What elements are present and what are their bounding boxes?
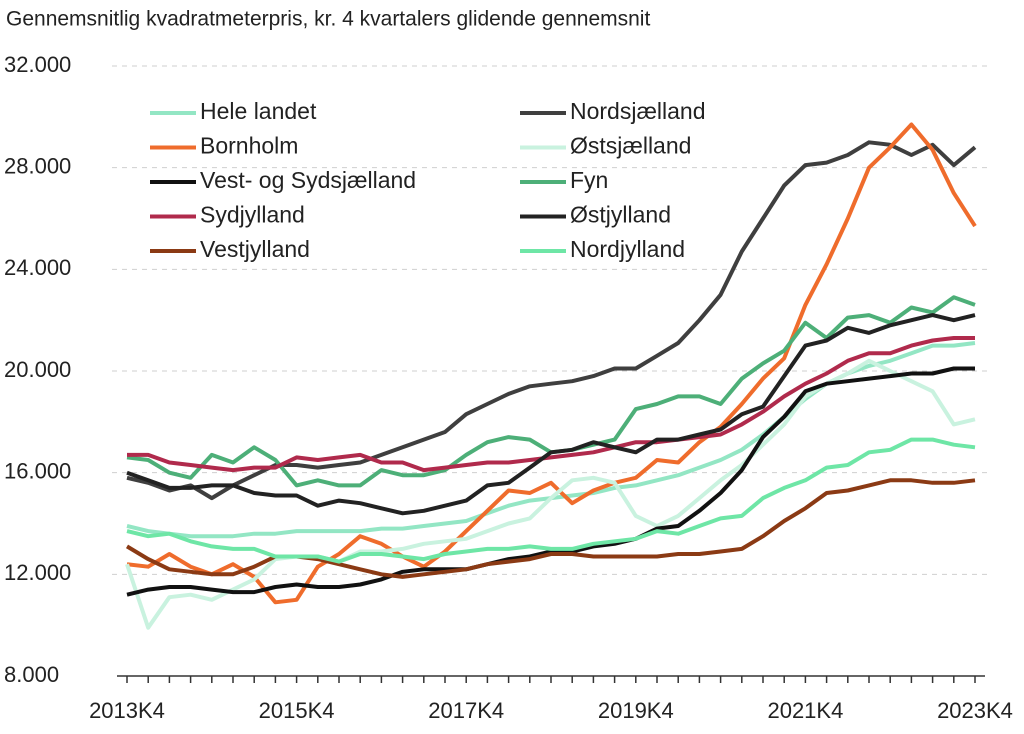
x-tick-label: 2019K4 xyxy=(598,698,674,723)
series-line xyxy=(126,313,976,516)
x-tick-label: 2021K4 xyxy=(767,698,843,723)
y-tick-label: 8.000 xyxy=(4,662,59,687)
y-tick-label: 12.000 xyxy=(4,560,71,585)
y-tick-label: 28.000 xyxy=(4,153,71,178)
y-tick-label: 32.000 xyxy=(4,52,71,77)
x-tick-label: 2015K4 xyxy=(259,698,335,723)
y-tick-label: 24.000 xyxy=(4,255,71,280)
legend-label: Nordsjælland xyxy=(570,98,706,124)
series-line xyxy=(125,478,976,579)
legend-label: Vestjylland xyxy=(200,236,310,262)
legend-label: Østjylland xyxy=(570,202,671,228)
legend-label: Vest- og Sydsjælland xyxy=(200,167,416,193)
x-tick-label: 2017K4 xyxy=(428,698,504,723)
series-line xyxy=(126,122,977,605)
y-tick-label: 20.000 xyxy=(4,357,71,382)
legend-label: Hele landet xyxy=(200,98,317,124)
legend-label: Fyn xyxy=(570,167,608,193)
legend-label: Nordjylland xyxy=(570,236,685,262)
legend-label: Bornholm xyxy=(200,133,298,159)
y-tick-label: 16.000 xyxy=(4,458,71,483)
chart-title: Gennemsnitlig kvadratmeterpris, kr. 4 kv… xyxy=(6,8,650,31)
x-tick-label: 2013K4 xyxy=(89,698,165,723)
x-tick-label: 2023K4 xyxy=(937,698,1013,723)
legend-label: Sydjylland xyxy=(200,202,305,228)
legend-label: Østsjælland xyxy=(570,133,691,159)
series-line xyxy=(126,437,976,564)
series-line xyxy=(126,366,975,597)
series-line xyxy=(125,358,976,630)
series-line xyxy=(127,336,975,473)
